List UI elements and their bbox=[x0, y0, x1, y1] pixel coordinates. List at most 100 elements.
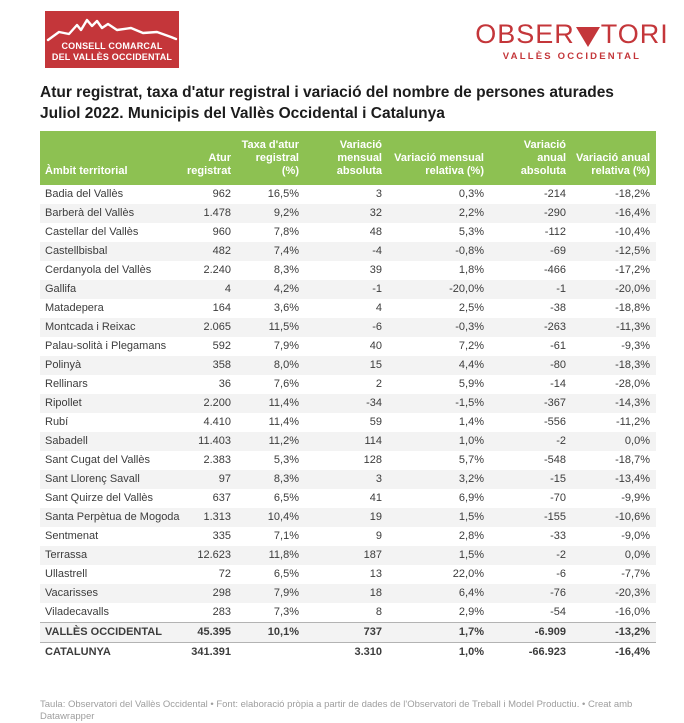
table-row: Ullastrell 72 6,5% 13 22,0% -6 -7,7% bbox=[40, 565, 656, 584]
table-cell: 4,2% bbox=[273, 283, 299, 295]
table-cell: 341.391 bbox=[170, 642, 237, 662]
table-cell: 2,8% bbox=[458, 530, 484, 542]
table-cell: 4.410 bbox=[203, 416, 231, 428]
municipality-name: Palau-solità i Plegamans bbox=[45, 340, 167, 352]
data-table-container: Àmbit territorial Atur registrat Taxa d'at… bbox=[40, 131, 656, 662]
table-cell bbox=[237, 642, 305, 662]
table-cell: 11,8% bbox=[268, 549, 299, 561]
table-cell: 7,2% bbox=[458, 340, 484, 352]
table-cell: 164 bbox=[212, 302, 231, 314]
table-total-row: VALLÈS OCCIDENTAL 45.395 10,1% 737 1,7% -6.90… bbox=[40, 622, 656, 643]
table-cell: 15 bbox=[369, 359, 382, 371]
table-row: Castellar del Vallès 960 7,8% 48 5,3% -112 -10… bbox=[40, 223, 656, 242]
table-cell: 11,2% bbox=[268, 435, 299, 447]
table-cell: 59 bbox=[369, 416, 382, 428]
table-cell: -18,7% bbox=[615, 454, 650, 466]
municipality-name: Castellbisbal bbox=[45, 245, 108, 257]
table-cell: -18,8% bbox=[615, 302, 650, 314]
observatori-word-part1: OBSER bbox=[475, 19, 575, 49]
title-line1: Atur registrat, taxa d'atur registral i … bbox=[40, 84, 614, 101]
table-cell: -16,0% bbox=[615, 606, 650, 618]
table-cell: 6,5% bbox=[273, 492, 299, 504]
table-cell: -33 bbox=[550, 530, 566, 542]
table-cell: 962 bbox=[212, 188, 231, 200]
municipality-name: VALLÈS OCCIDENTAL bbox=[40, 622, 170, 643]
table-row: Sant Llorenç Savall 97 8,3% 3 3,2% -15 -13,4% bbox=[40, 470, 656, 489]
table-cell: 9,2% bbox=[273, 207, 299, 219]
table-row: Terrassa 12.623 11,8% 187 1,5% -2 0,0% bbox=[40, 546, 656, 565]
table-cell: -20,0% bbox=[449, 283, 484, 295]
table-cell: 7,3% bbox=[273, 606, 299, 618]
table-row: Sentmenat 335 7,1% 9 2,8% -33 -9,0% bbox=[40, 527, 656, 546]
table-cell: 40 bbox=[369, 340, 382, 352]
table-row: Cerdanyola del Vallès 2.240 8,3% 39 1,8% -466… bbox=[40, 261, 656, 280]
table-cell: -10,4% bbox=[615, 226, 650, 238]
table-cell: 1,0% bbox=[388, 642, 490, 662]
table-cell: -10,6% bbox=[615, 511, 650, 523]
table-cell: 5,7% bbox=[458, 454, 484, 466]
table-cell: -1 bbox=[556, 283, 566, 295]
municipality-name: Polinyà bbox=[45, 359, 82, 371]
table-cell: -13,4% bbox=[615, 473, 650, 485]
table-row: Sant Quirze del Vallès 637 6,5% 41 6,9% -70 -9… bbox=[40, 489, 656, 508]
table-cell: 8,3% bbox=[273, 264, 299, 276]
table-row: Sant Cugat del Vallès 2.383 5,3% 128 5,7% -54… bbox=[40, 451, 656, 470]
municipality-name: Ullastrell bbox=[45, 568, 88, 580]
municipality-name: Rellinars bbox=[45, 378, 88, 390]
table-cell: -7,7% bbox=[621, 568, 650, 580]
table-cell: -16,4% bbox=[615, 207, 650, 219]
table-cell: -0,8% bbox=[455, 245, 484, 257]
observatori-wordmark: OBSER TORI bbox=[475, 21, 668, 48]
table-cell: 9 bbox=[375, 530, 382, 542]
table-cell: 36 bbox=[218, 378, 231, 390]
table-cell: 114 bbox=[364, 435, 382, 447]
table-cell: 11,4% bbox=[268, 397, 299, 409]
table-cell: 960 bbox=[212, 226, 231, 238]
table-cell: -17,2% bbox=[615, 264, 650, 276]
table-cell: -112 bbox=[544, 226, 566, 238]
table-row: Castellbisbal 482 7,4% -4 -0,8% -69 -12,5% bbox=[40, 242, 656, 261]
column-header: Àmbit territorial bbox=[40, 131, 170, 185]
table-cell: -6 bbox=[372, 321, 382, 333]
table-cell: 7,4% bbox=[273, 245, 299, 257]
table-cell: 1,5% bbox=[458, 511, 484, 523]
municipality-name: Terrassa bbox=[45, 549, 88, 561]
municipality-name: Badia del Vallès bbox=[45, 188, 124, 200]
consell-logo-line1: CONSELL COMARCAL bbox=[61, 41, 163, 51]
column-header: Variació mensual absoluta bbox=[305, 131, 388, 185]
table-cell: 3 bbox=[375, 188, 382, 200]
table-row: Vacarisses 298 7,9% 18 6,4% -76 -20,3% bbox=[40, 584, 656, 603]
table-cell: 298 bbox=[212, 587, 231, 599]
municipality-name: Sant Llorenç Savall bbox=[45, 473, 140, 485]
table-cell: 2.383 bbox=[203, 454, 231, 466]
table-row: Ripollet 2.200 11,4% -34 -1,5% -367 -14,3% bbox=[40, 394, 656, 413]
table-cell: -4 bbox=[372, 245, 382, 257]
observatori-word-part2: TORI bbox=[600, 19, 669, 49]
table-cell: -76 bbox=[550, 587, 566, 599]
table-cell: 335 bbox=[212, 530, 231, 542]
table-cell: 48 bbox=[369, 226, 382, 238]
table-cell: 16,5% bbox=[267, 188, 299, 200]
table-cell: -12,5% bbox=[615, 245, 650, 257]
table-row: Montcada i Reixac 2.065 11,5% -6 -0,3% -263 -1… bbox=[40, 318, 656, 337]
column-header: Variació anual absoluta bbox=[490, 131, 572, 185]
table-cell: 3,6% bbox=[273, 302, 299, 314]
table-cell: 2.200 bbox=[203, 397, 231, 409]
municipality-name: Viladecavalls bbox=[45, 606, 110, 618]
table-total-row: CATALUNYA 341.391 3.310 1,0% -66.923 -16,4% bbox=[40, 642, 656, 662]
table-cell: 1,7% bbox=[388, 622, 490, 643]
table-cell: 2,9% bbox=[458, 606, 484, 618]
table-cell: 7,1% bbox=[273, 530, 299, 542]
table-cell: 4 bbox=[375, 302, 382, 314]
table-cell: 97 bbox=[218, 473, 231, 485]
table-cell: 32 bbox=[369, 207, 382, 219]
table-cell: -18,2% bbox=[615, 188, 650, 200]
consell-comarcal-logo: CONSELL COMARCAL DEL VALLÈS OCCIDENTAL bbox=[45, 11, 179, 68]
municipality-name: Barberà del Vallès bbox=[45, 207, 135, 219]
table-cell: -9,3% bbox=[621, 340, 650, 352]
table-cell: 1,0% bbox=[458, 435, 484, 447]
table-cell: 128 bbox=[363, 454, 382, 466]
table-cell: 2,5% bbox=[458, 302, 484, 314]
municipality-name: Castellar del Vallès bbox=[45, 226, 139, 238]
municipality-name: Sabadell bbox=[45, 435, 88, 447]
